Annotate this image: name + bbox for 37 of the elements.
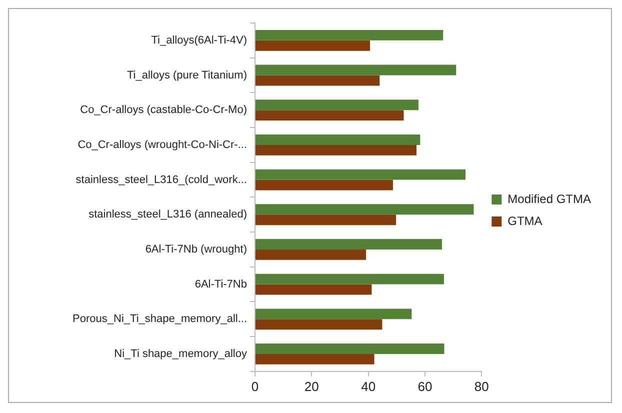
legend-label: GTMA	[508, 214, 542, 228]
y-tick-label: 6Al-Ti-7Nb	[194, 278, 247, 290]
x-tick-label: 0	[251, 378, 259, 394]
y-tick-label: Ni_Ti shape_memory_alloy	[114, 348, 248, 360]
x-tick-label: 40	[361, 378, 376, 394]
y-tick-label: stainless_steel_L316_(cold_work...	[76, 174, 247, 186]
bar	[256, 204, 474, 215]
bar	[256, 354, 374, 364]
bar	[256, 100, 418, 110]
bar	[256, 64, 456, 76]
y-tick-label: Co_Cr-alloys (wrought-Co-Ni-Cr-...	[78, 138, 247, 151]
bar	[256, 249, 366, 260]
y-tick-label: 6Al-Ti-7Nb (wrought)	[145, 243, 247, 256]
bar	[256, 110, 404, 121]
bar	[256, 284, 372, 295]
bar	[256, 75, 380, 86]
bar	[256, 308, 412, 320]
bar	[256, 274, 444, 284]
bar	[256, 134, 420, 145]
x-tick-label: 60	[418, 378, 432, 394]
bar	[256, 40, 370, 51]
x-tick-label: 80	[474, 378, 489, 394]
bar	[256, 180, 393, 190]
y-tick-label: Ti_alloys(6Al-Ti-4V)	[151, 34, 247, 46]
bar	[256, 319, 382, 330]
bar	[256, 30, 444, 40]
bar	[256, 144, 416, 156]
bar	[256, 344, 444, 354]
y-tick-label: Ti_alloys (pure Titanium)	[126, 69, 247, 82]
legend-label: Modified GTMA	[508, 192, 592, 206]
x-tick-label: 20	[304, 378, 319, 394]
bar	[256, 169, 466, 180]
bar	[256, 214, 396, 226]
y-tick-label: Porous_Ni_Ti_shape_memory_all...	[72, 313, 247, 326]
y-tick-label: stainless_steel_L316 (annealed)	[88, 208, 247, 221]
bar	[256, 239, 442, 250]
y-tick-label: Co_Cr-alloys (castable-Co-Cr-Mo)	[80, 104, 247, 116]
